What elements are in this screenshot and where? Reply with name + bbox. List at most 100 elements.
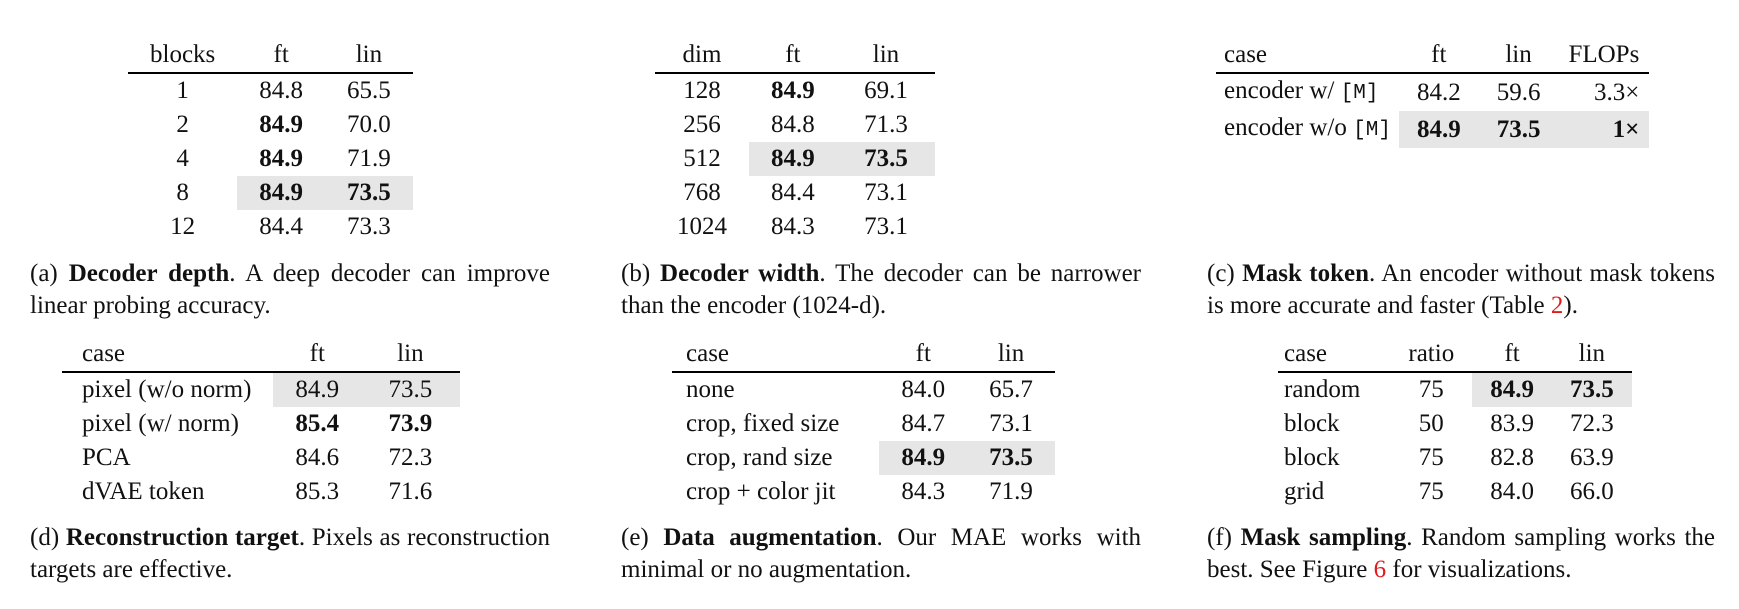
caption-title: Data augmentation <box>663 524 877 551</box>
table-cell: 50 <box>1418 410 1444 437</box>
table-d-header: ft <box>273 337 362 373</box>
table-cell: 73.3 <box>347 213 391 240</box>
table-cell: 2 <box>176 111 189 138</box>
caption-text: ). <box>1563 292 1578 319</box>
table-cell: 84.4 <box>259 213 304 240</box>
table-cell: 73.5 <box>1551 372 1632 407</box>
table-cell: 59.6 <box>1496 78 1541 106</box>
caption-f: (f) Mask sampling. Random sampling works… <box>1207 522 1715 586</box>
table-e-header: lin <box>967 337 1055 373</box>
table-c-panel: case ft lin FLOPs encoder w/ [M] 84.2 59… <box>1216 38 1650 148</box>
table-a-header-row: blocks ft lin <box>128 38 413 74</box>
table-row: 128 84.9 69.1 <box>655 73 935 108</box>
figure-reference-link[interactable]: 6 <box>1373 556 1387 583</box>
table-cell: 768 <box>683 179 721 206</box>
table-cell: 72.3 <box>388 444 433 471</box>
table-cell: 73.5 <box>1478 111 1559 148</box>
table-row: pixel (w/ norm) 85.4 73.9 <box>62 407 460 441</box>
mask-token-code: [M] <box>1353 119 1391 142</box>
table-row: crop, fixed size 84.7 73.1 <box>672 407 1055 441</box>
table-cell: 84.8 <box>771 111 815 138</box>
caption-label: (c) <box>1207 260 1235 287</box>
case-text: encoder w/o <box>1224 114 1354 141</box>
table-cell: 71.9 <box>347 145 391 172</box>
table-a-header: ft <box>237 38 326 74</box>
table-cell: 256 <box>683 111 721 138</box>
table-cell: 71.3 <box>864 111 908 138</box>
table-cell: pixel (w/ norm) <box>82 410 239 437</box>
table-row: PCA 84.6 72.3 <box>62 441 460 475</box>
caption-text: . Our MAE works with minimal or no augme… <box>621 524 1142 583</box>
table-f-header: case <box>1278 337 1391 373</box>
table-row: none 84.0 65.7 <box>672 372 1055 407</box>
table-e-header-row: case ft lin <box>672 337 1055 373</box>
table-cell: 3.3× <box>1593 78 1640 106</box>
table-cell: 66.0 <box>1569 478 1614 505</box>
table-e-header: ft <box>879 337 968 373</box>
table-row: crop + color jit 84.3 71.9 <box>672 475 1055 509</box>
table-row: encoder w/o [M] 84.9 73.5 1× <box>1216 111 1650 148</box>
caption-b: (b) Decoder width. The decoder can be na… <box>621 258 1141 322</box>
table-f-panel: case ratio ft lin random 75 84.9 73.5 bl… <box>1278 337 1632 509</box>
table-cell: 75 <box>1418 478 1444 505</box>
table-row: 2 84.9 70.0 <box>128 108 413 142</box>
table-row: grid 75 84.0 66.0 <box>1278 475 1632 509</box>
table-cell: 73.5 <box>836 142 936 176</box>
caption-title: Mask sampling <box>1240 524 1407 551</box>
caption-label: (a) <box>30 260 58 287</box>
table-row: 4 84.9 71.9 <box>128 142 413 176</box>
table-cell: 84.9 <box>237 176 326 210</box>
table-b-header: lin <box>836 38 936 74</box>
caption-text: . An encoder without mask tokens is more… <box>1207 260 1715 319</box>
table-row: random 75 84.9 73.5 <box>1278 372 1632 407</box>
caption-text: . A deep decoder can improve linear prob… <box>30 260 551 319</box>
caption-e: (e) Data augmentation. Our MAE works wit… <box>621 522 1141 586</box>
caption-c: (c) Mask token. An encoder without mask … <box>1207 258 1715 322</box>
table-reference-link[interactable]: 2 <box>1550 292 1564 319</box>
table-cell: block <box>1284 444 1340 471</box>
table-cell: 70.0 <box>347 111 391 138</box>
table-d-panel: case ft lin pixel (w/o norm) 84.9 73.5 p… <box>62 337 460 509</box>
table-cell: 84.3 <box>771 213 815 240</box>
table-cell: 1 <box>176 77 189 104</box>
table-cell: 85.3 <box>295 478 340 505</box>
caption-label: (b) <box>621 260 651 287</box>
table-cell: 84.9 <box>273 372 362 407</box>
caption-label: (f) <box>1207 524 1232 551</box>
table-e-panel: case ft lin none 84.0 65.7 crop, fixed s… <box>672 337 1055 509</box>
table-cell: 73.1 <box>989 410 1033 437</box>
table-row: dVAE token 85.3 71.6 <box>62 475 460 509</box>
caption-text: . The decoder can be narrower than the e… <box>621 260 1141 319</box>
caption-title: Mask token <box>1242 260 1370 287</box>
table-cell: 84.8 <box>259 77 304 104</box>
table-cell: dVAE token <box>82 478 205 505</box>
table-cell: none <box>686 376 735 403</box>
table-d-header-row: case ft lin <box>62 337 460 373</box>
table-b-header: ft <box>749 38 837 74</box>
caption-title: Decoder width <box>660 260 820 287</box>
table-cell: crop + color jit <box>686 478 836 505</box>
table-e: case ft lin none 84.0 65.7 crop, fixed s… <box>672 337 1055 509</box>
table-row: 12 84.4 73.3 <box>128 210 413 244</box>
table-d-header: lin <box>361 337 460 373</box>
table-cell: 84.2 <box>1416 78 1461 106</box>
table-cell: 75 <box>1418 444 1444 471</box>
caption-label: (e) <box>621 524 649 551</box>
table-cell: grid <box>1284 478 1325 505</box>
table-cell: 84.9 <box>259 111 304 138</box>
table-cell: 85.4 <box>295 410 340 437</box>
caption-text: . Random sampling works the best. See Fi… <box>1207 524 1715 583</box>
table-cell: 84.9 <box>771 77 815 104</box>
table-cell: 512 <box>683 145 721 172</box>
table-a-header: lin <box>325 38 413 74</box>
table-f-header: lin <box>1551 337 1632 373</box>
table-cell: 84.9 <box>1398 111 1479 148</box>
table-cell: 63.9 <box>1569 444 1614 471</box>
table-cell: 82.8 <box>1490 444 1534 471</box>
table-cell: 75 <box>1418 376 1444 403</box>
table-row: 1024 84.3 73.1 <box>655 210 935 244</box>
caption-d: (d) Reconstruction target. Pixels as rec… <box>30 522 550 586</box>
table-d: case ft lin pixel (w/o norm) 84.9 73.5 p… <box>62 337 460 509</box>
table-cell: 4 <box>176 145 189 172</box>
case-text: encoder w/ <box>1224 77 1341 104</box>
